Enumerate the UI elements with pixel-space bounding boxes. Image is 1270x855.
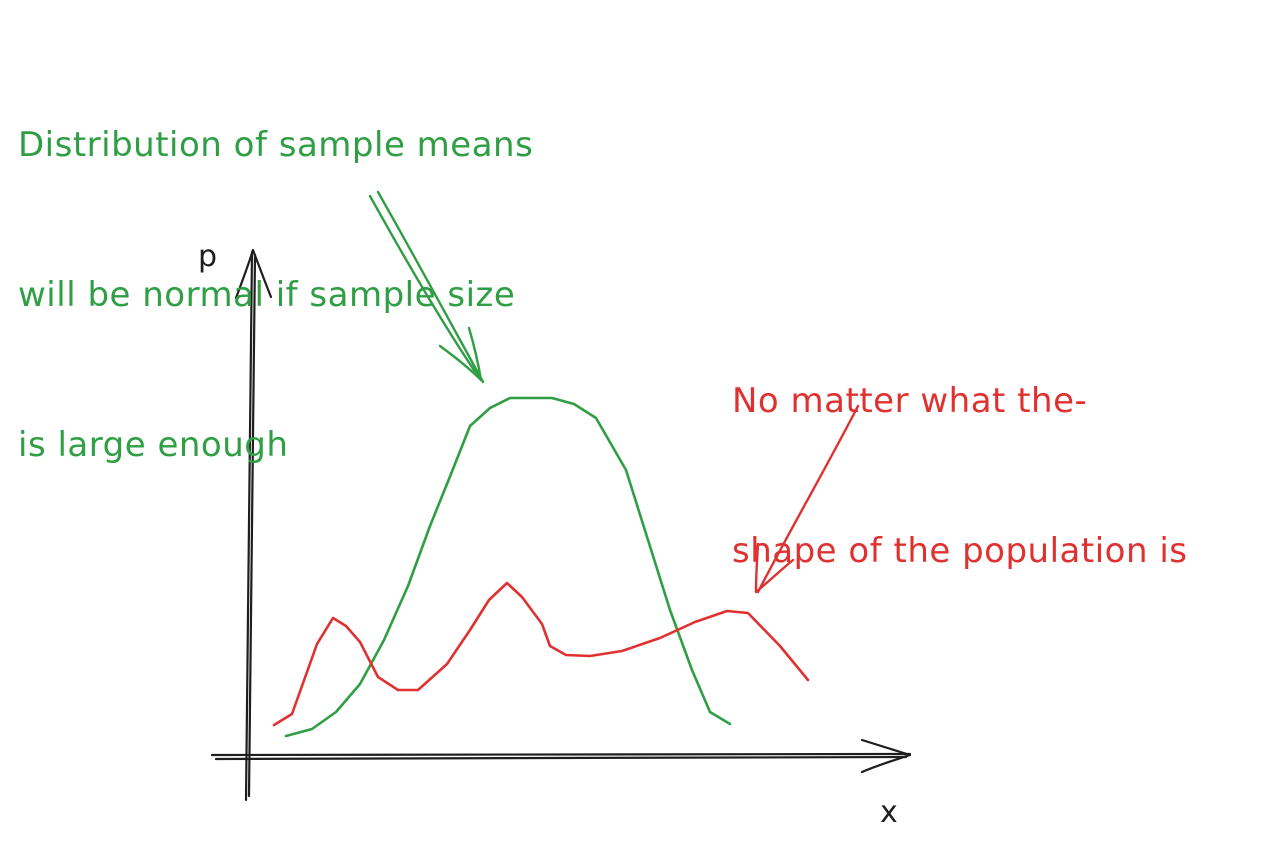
sample-means-annotation-line: will be normal if sample size	[18, 275, 516, 315]
y-axis-second-stroke	[247, 253, 257, 798]
x-axis-second-stroke	[214, 755, 908, 761]
sample-means-annotation-line: Distribution of sample means	[18, 125, 534, 165]
sample-means-annotation: Distribution of sample means will be nor…	[18, 20, 533, 520]
y-axis-label: p	[198, 239, 218, 274]
x-axis	[210, 752, 912, 757]
population-curve	[272, 581, 810, 727]
y-axis	[244, 250, 254, 802]
sample-means-arrow	[368, 190, 485, 384]
x-axis-arrowhead	[860, 738, 912, 774]
population-arrow	[754, 404, 860, 594]
axes	[210, 248, 912, 802]
sample-means-annotation-line: is large enough	[18, 425, 289, 465]
y-axis-arrowhead	[234, 248, 273, 300]
population-annotation-line: shape of the population is	[732, 531, 1188, 571]
x-axis-label: x	[880, 795, 898, 830]
population-annotation-line: No matter what the-	[732, 381, 1088, 421]
population-annotation: No matter what the- shape of the populat…	[732, 276, 1187, 626]
sample-means-curve	[284, 396, 732, 738]
